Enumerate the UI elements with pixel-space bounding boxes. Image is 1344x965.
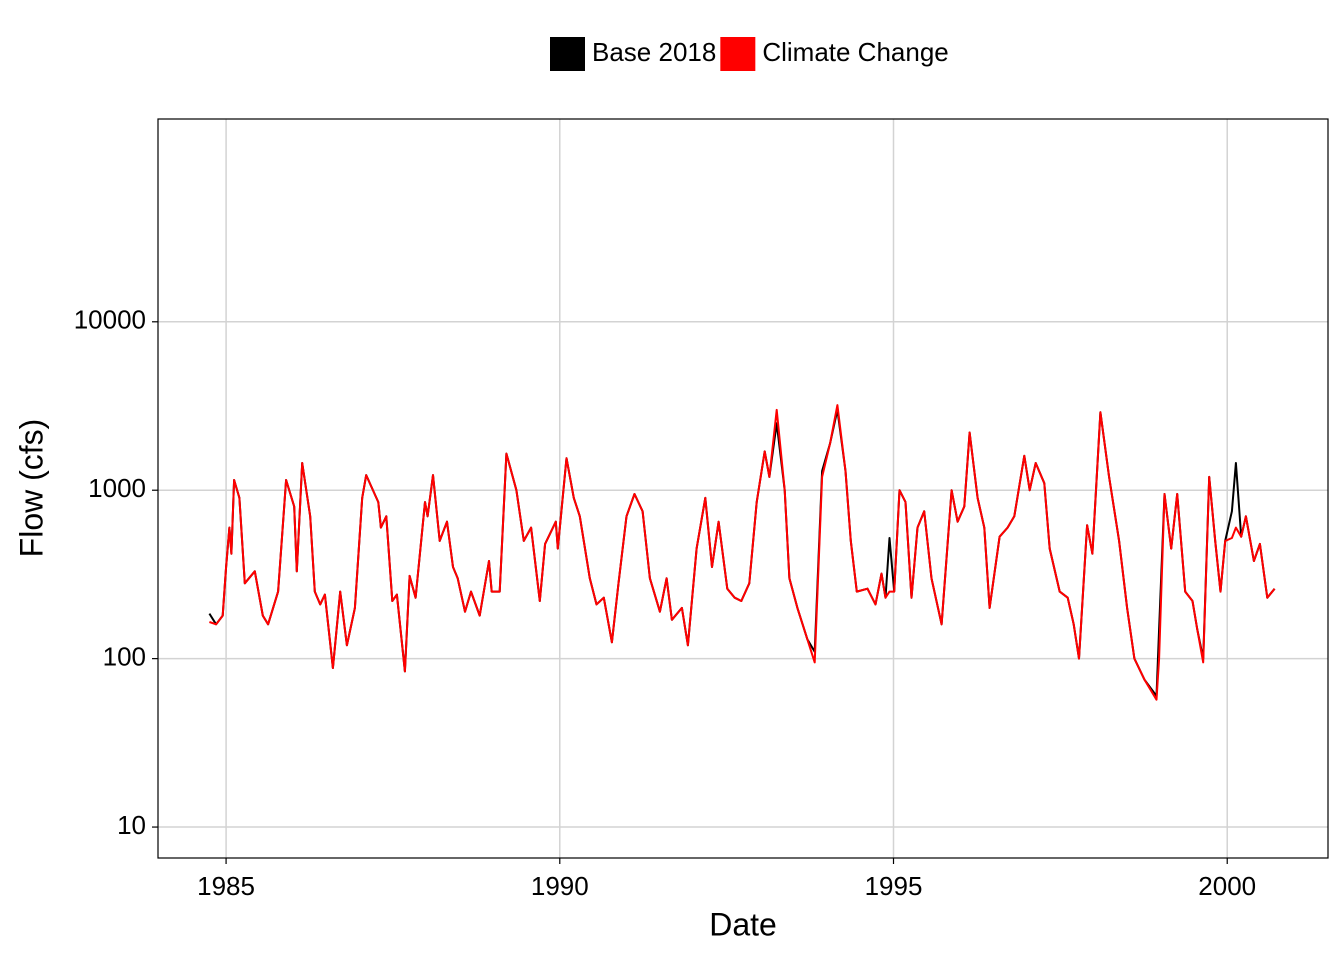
y-tick-label: 10000: [74, 305, 146, 335]
x-tick-label: 1995: [865, 871, 923, 901]
legend-label: Base 2018: [592, 37, 716, 67]
y-tick-label: 1000: [88, 473, 146, 503]
legend-label: Climate Change: [762, 37, 948, 67]
y-tick-label: 10: [117, 810, 146, 840]
legend-swatch: [720, 37, 756, 71]
legend-swatch: [550, 37, 585, 71]
series-line: [209, 404, 1276, 701]
y-tick-label: 100: [103, 642, 146, 672]
x-axis-label: Date: [709, 906, 777, 942]
x-tick-label: 1985: [197, 871, 255, 901]
plot-frame: [157, 118, 1329, 859]
x-tick-label: 2000: [1198, 871, 1256, 901]
y-axis-label: Flow (cfs): [13, 419, 49, 558]
x-tick-label: 1990: [531, 871, 589, 901]
